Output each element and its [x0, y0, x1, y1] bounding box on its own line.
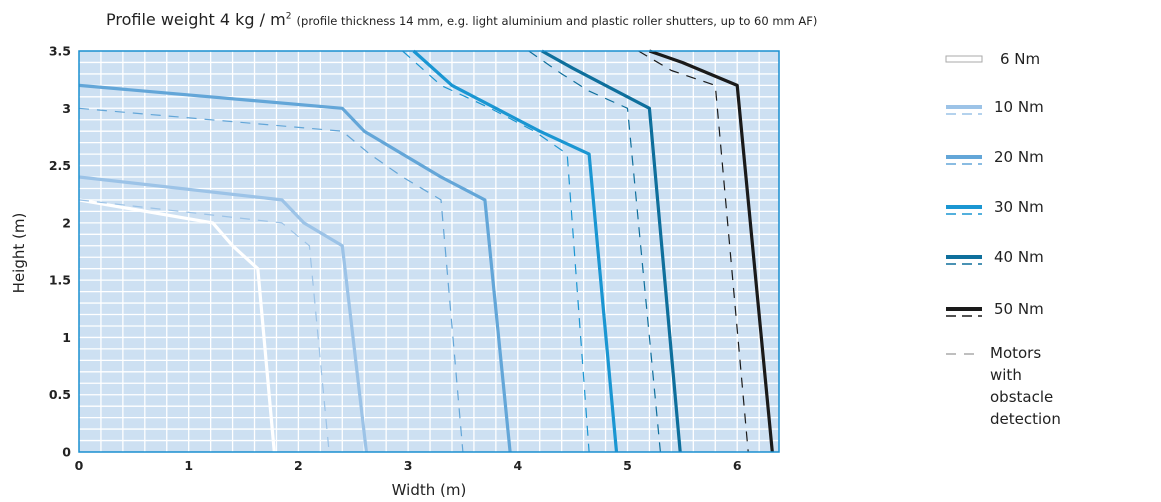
legend-item-20nm: 20 Nm	[944, 148, 1044, 172]
y-tick-label: 1.5	[49, 273, 71, 288]
legend-item-6nm: 6 Nm	[944, 50, 1040, 74]
y-tick-label: 1	[62, 330, 71, 345]
legend-note-line2: obstacle detection	[990, 388, 1061, 428]
series-line-10nm	[78, 175, 368, 453]
series-line-10nm-obstacle	[78, 199, 330, 453]
legend-note-line1: Motors with	[990, 344, 1042, 384]
series-line-40nm-obstacle	[528, 50, 661, 453]
legend-label-6nm: 6 Nm	[1000, 50, 1041, 68]
legend-item-40nm: 40 Nm	[944, 248, 1044, 272]
series-line-50nm	[648, 49, 774, 453]
series-line-6nm	[78, 198, 276, 453]
legend-label-10nm: 10 Nm	[994, 98, 1044, 116]
legend-swatch-obstacle-detection	[946, 353, 982, 355]
legend-swatch-10nm	[946, 105, 982, 115]
series-line-20nm-obstacle	[78, 107, 464, 453]
series-line-20nm	[78, 83, 512, 453]
chart-title: Profile weight 4 kg / m2 (profile thickn…	[106, 10, 817, 29]
y-axis-label: Height (m)	[10, 213, 28, 294]
legend-swatch-20nm	[946, 155, 982, 165]
x-tick-labels: 0 1 2 3 4 5 6	[75, 458, 742, 473]
y-tick-label: 3	[62, 101, 71, 116]
x-tick-label: 2	[294, 458, 303, 473]
series-lines	[78, 49, 774, 453]
y-tick-label: 0	[62, 445, 71, 460]
y-tick-label: 2	[62, 215, 71, 230]
x-tick-label: 0	[75, 458, 84, 473]
legend-label-40nm: 40 Nm	[994, 248, 1044, 266]
y-tick-label: 0.5	[49, 387, 71, 402]
y-tick-label: 2.5	[49, 158, 71, 173]
legend-swatch-50nm	[946, 307, 982, 317]
title-superscript: 2	[285, 11, 292, 22]
y-tick-labels: 0 0.5 1 1.5 2 2.5 3 3.5	[49, 44, 71, 460]
x-tick-label: 3	[404, 458, 413, 473]
x-tick-label: 4	[513, 458, 522, 473]
legend-swatch-40nm	[946, 255, 982, 265]
plot-frame	[78, 50, 780, 453]
series-line-50nm-obstacle	[638, 50, 749, 453]
legend-label-20nm: 20 Nm	[994, 148, 1044, 166]
title-main: Profile weight 4 kg / m	[106, 10, 286, 29]
legend-swatch-30nm	[946, 205, 982, 215]
legend-item-30nm: 30 Nm	[944, 198, 1044, 222]
series-line-40nm	[541, 49, 682, 453]
horizontal-gridlines	[79, 61, 779, 442]
legend-swatch-6nm	[945, 55, 983, 63]
series-line-30nm-obstacle	[402, 50, 590, 453]
series-line-30nm	[412, 49, 619, 453]
legend-item-obstacle-detection: Motors with obstacle detection	[944, 342, 1061, 428]
x-tick-label: 6	[733, 458, 742, 473]
legend-label-50nm: 50 Nm	[994, 300, 1044, 318]
y-tick-label: 3.5	[49, 44, 71, 59]
x-axis-label: Width (m)	[392, 481, 467, 499]
legend-item-50nm: 50 Nm	[944, 300, 1044, 324]
x-tick-label: 1	[184, 458, 193, 473]
x-tick-label: 5	[623, 458, 632, 473]
vertical-gridlines	[100, 51, 760, 452]
legend-label-30nm: 30 Nm	[994, 198, 1044, 216]
legend-item-10nm: 10 Nm	[944, 98, 1044, 122]
title-note: (profile thickness 14 mm, e.g. light alu…	[296, 14, 818, 28]
legend-label-obstacle-detection: Motors with obstacle detection	[990, 342, 1061, 430]
